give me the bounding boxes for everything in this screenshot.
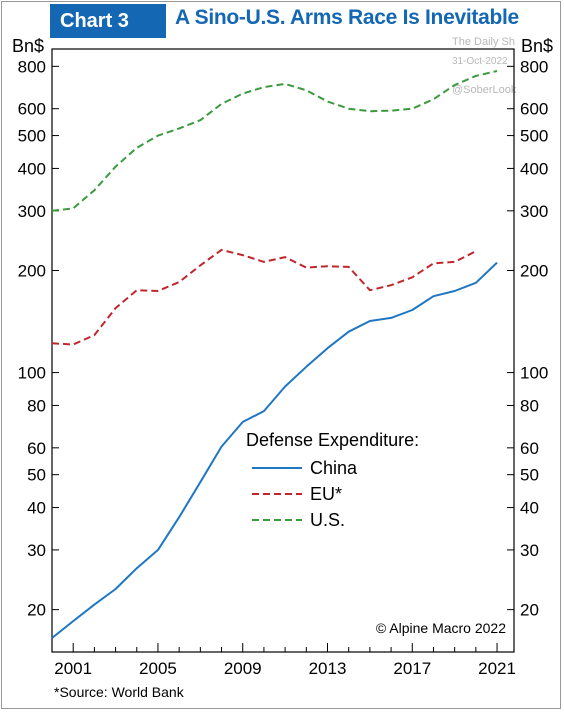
copyright-note: © Alpine Macro 2022 [376,620,506,636]
y-tick-label-right: 200 [520,262,548,281]
y-tick-label-right: 30 [520,541,539,560]
series-line-us [51,70,498,212]
y-tick-label-right: 50 [520,466,539,485]
y-tick-label-left: 50 [27,466,46,485]
chart-number-badge: Chart 3 [50,4,166,38]
y-tick-label-left: 100 [18,364,46,383]
y-tick-label-left: 40 [27,499,46,518]
x-tick-label: 2021 [478,659,516,678]
series-line-china [51,261,498,639]
plot-area-border [51,48,515,653]
y-unit-label-left: Bn$ [12,36,44,56]
x-tick-label: 2017 [393,659,431,678]
y-tick-label-left: 60 [27,439,46,458]
legend-label-china: China [310,458,358,478]
x-tick-label: 2005 [139,659,177,678]
watermark-line-3: @SoberLook [452,84,517,96]
y-unit-label-right: Bn$ [521,36,553,56]
y-tick-label-right: 600 [520,100,548,119]
x-tick-label: 2001 [54,659,92,678]
y-tick-label-right: 800 [520,57,548,76]
watermark-line-1: The Daily Sh [452,36,515,48]
y-tick-label-right: 80 [520,396,539,415]
legend-label-eu: EU* [310,484,342,504]
y-tick-label-right: 400 [520,159,548,178]
y-tick-label-left: 80 [27,396,46,415]
x-tick-label: 2009 [224,659,262,678]
y-tick-label-left: 500 [18,127,46,146]
y-tick-label-right: 100 [520,364,548,383]
series-line-eu [51,248,477,346]
y-tick-label-right: 500 [520,127,548,146]
y-tick-label-left: 200 [18,262,46,281]
y-tick-label-left: 300 [18,202,46,221]
y-tick-label-right: 20 [520,601,539,620]
y-tick-label-left: 600 [18,100,46,119]
y-tick-label-left: 20 [27,601,46,620]
y-tick-label-left: 400 [18,159,46,178]
watermark-line-2: 31-Oct-2022 [452,56,508,67]
x-tick-label: 2013 [309,659,347,678]
y-tick-label-left: 800 [18,57,46,76]
y-tick-label-left: 30 [27,541,46,560]
chart-title: A Sino-U.S. Arms Race Is Inevitable [175,6,519,29]
legend-title: Defense Expenditure: [246,430,419,450]
source-note: *Source: World Bank [54,684,184,700]
legend-label-us: U.S. [310,510,345,530]
y-tick-label-right: 300 [520,202,548,221]
y-tick-label-right: 40 [520,499,539,518]
y-tick-label-right: 60 [520,439,539,458]
